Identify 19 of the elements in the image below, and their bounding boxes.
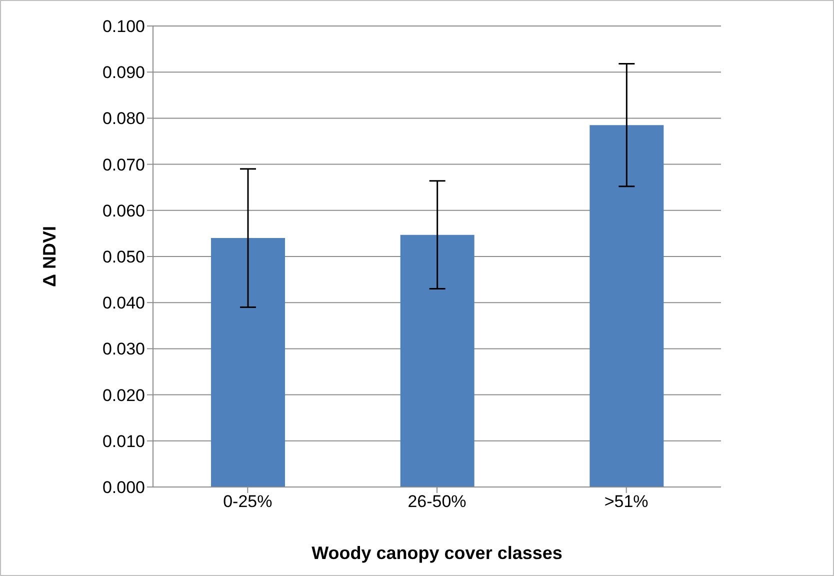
x-axis-title: Woody canopy cover classes [312,543,562,563]
x-tick-label: >51% [604,492,648,512]
y-tick-label: 0.080 [102,109,145,128]
bar [400,234,474,487]
y-axis-title: Δ NDVI [39,226,60,287]
y-tick-label: 0.050 [102,248,145,267]
y-tick-label: 0.100 [102,17,145,36]
y-tick-label: 0.060 [102,201,145,220]
y-tick-label: 0.020 [102,386,145,405]
y-tick-label: 0.000 [102,478,145,498]
bar [590,125,664,487]
y-tick-label: 0.030 [102,340,145,359]
x-tick-label: 26-50% [408,492,466,512]
y-tick-label: 0.010 [102,432,145,451]
x-tick-label: 0-25% [223,492,272,512]
y-tick-label: 0.040 [102,294,145,313]
y-tick-label: 0.090 [102,63,145,82]
y-tick-label: 0.070 [102,155,145,174]
bar [211,238,285,487]
